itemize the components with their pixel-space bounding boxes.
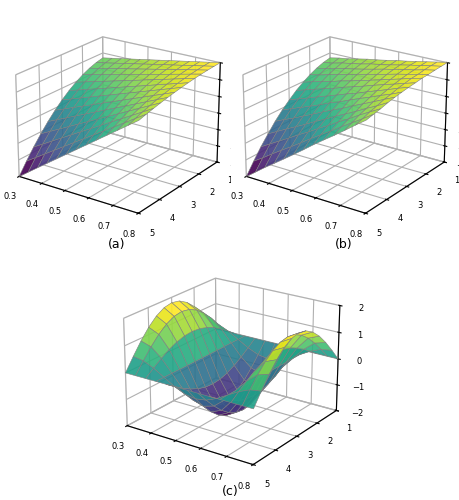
Text: (a): (a) bbox=[107, 238, 125, 252]
Text: (b): (b) bbox=[334, 238, 352, 252]
Text: (c): (c) bbox=[221, 484, 238, 498]
